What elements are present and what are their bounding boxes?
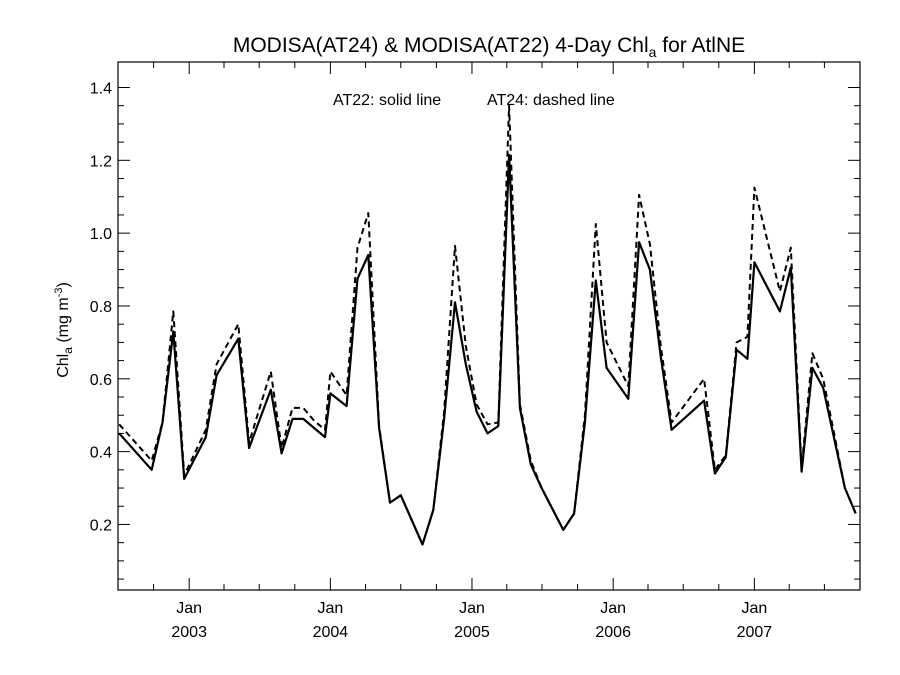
x-tick-label-month: Jan: [176, 600, 202, 617]
x-tick-label-month: Jan: [741, 600, 767, 617]
x-tick-label-month: Jan: [600, 600, 626, 617]
legend-annotation-dashed: AT24: dashed line: [487, 92, 615, 109]
x-tick-label-year: 2006: [595, 624, 631, 641]
x-tick-label-year: 2007: [737, 624, 773, 641]
x-tick-label-month: Jan: [317, 600, 343, 617]
x-tick-label-year: 2003: [171, 624, 207, 641]
y-tick-label: 1.4: [90, 80, 112, 97]
legend-annotation-solid: AT22: solid line: [333, 92, 441, 109]
y-tick-label: 0.8: [90, 299, 112, 316]
y-tick-label: 1.2: [90, 153, 112, 170]
x-tick-label-month: Jan: [459, 600, 485, 617]
chart-title-subscript: a: [649, 44, 657, 60]
axis-ticks: 0.2 0.4 0.6 0.8 1.0 1.2 1.4 Jan 2003 Jan 2004 Jan 20…: [90, 62, 860, 641]
y-tick-label: 1.0: [90, 226, 112, 243]
y-tick-label: 0.6: [90, 372, 112, 389]
y-axis-label: Chla (mg m-3): [53, 282, 75, 378]
series-at24-dashed-line: [118, 104, 857, 546]
chart-title: MODISA(AT24) & MODISA(AT22) 4-Day Chla f…: [233, 34, 745, 60]
series-at22-solid-line: [118, 153, 857, 546]
y-tick-label: 0.2: [90, 517, 112, 534]
plot-frame: [117, 61, 861, 591]
y-tick-label: 0.4: [90, 445, 112, 462]
plot-series: [118, 104, 857, 546]
x-tick-label-year: 2005: [454, 624, 490, 641]
x-tick-label-year: 2004: [313, 624, 349, 641]
